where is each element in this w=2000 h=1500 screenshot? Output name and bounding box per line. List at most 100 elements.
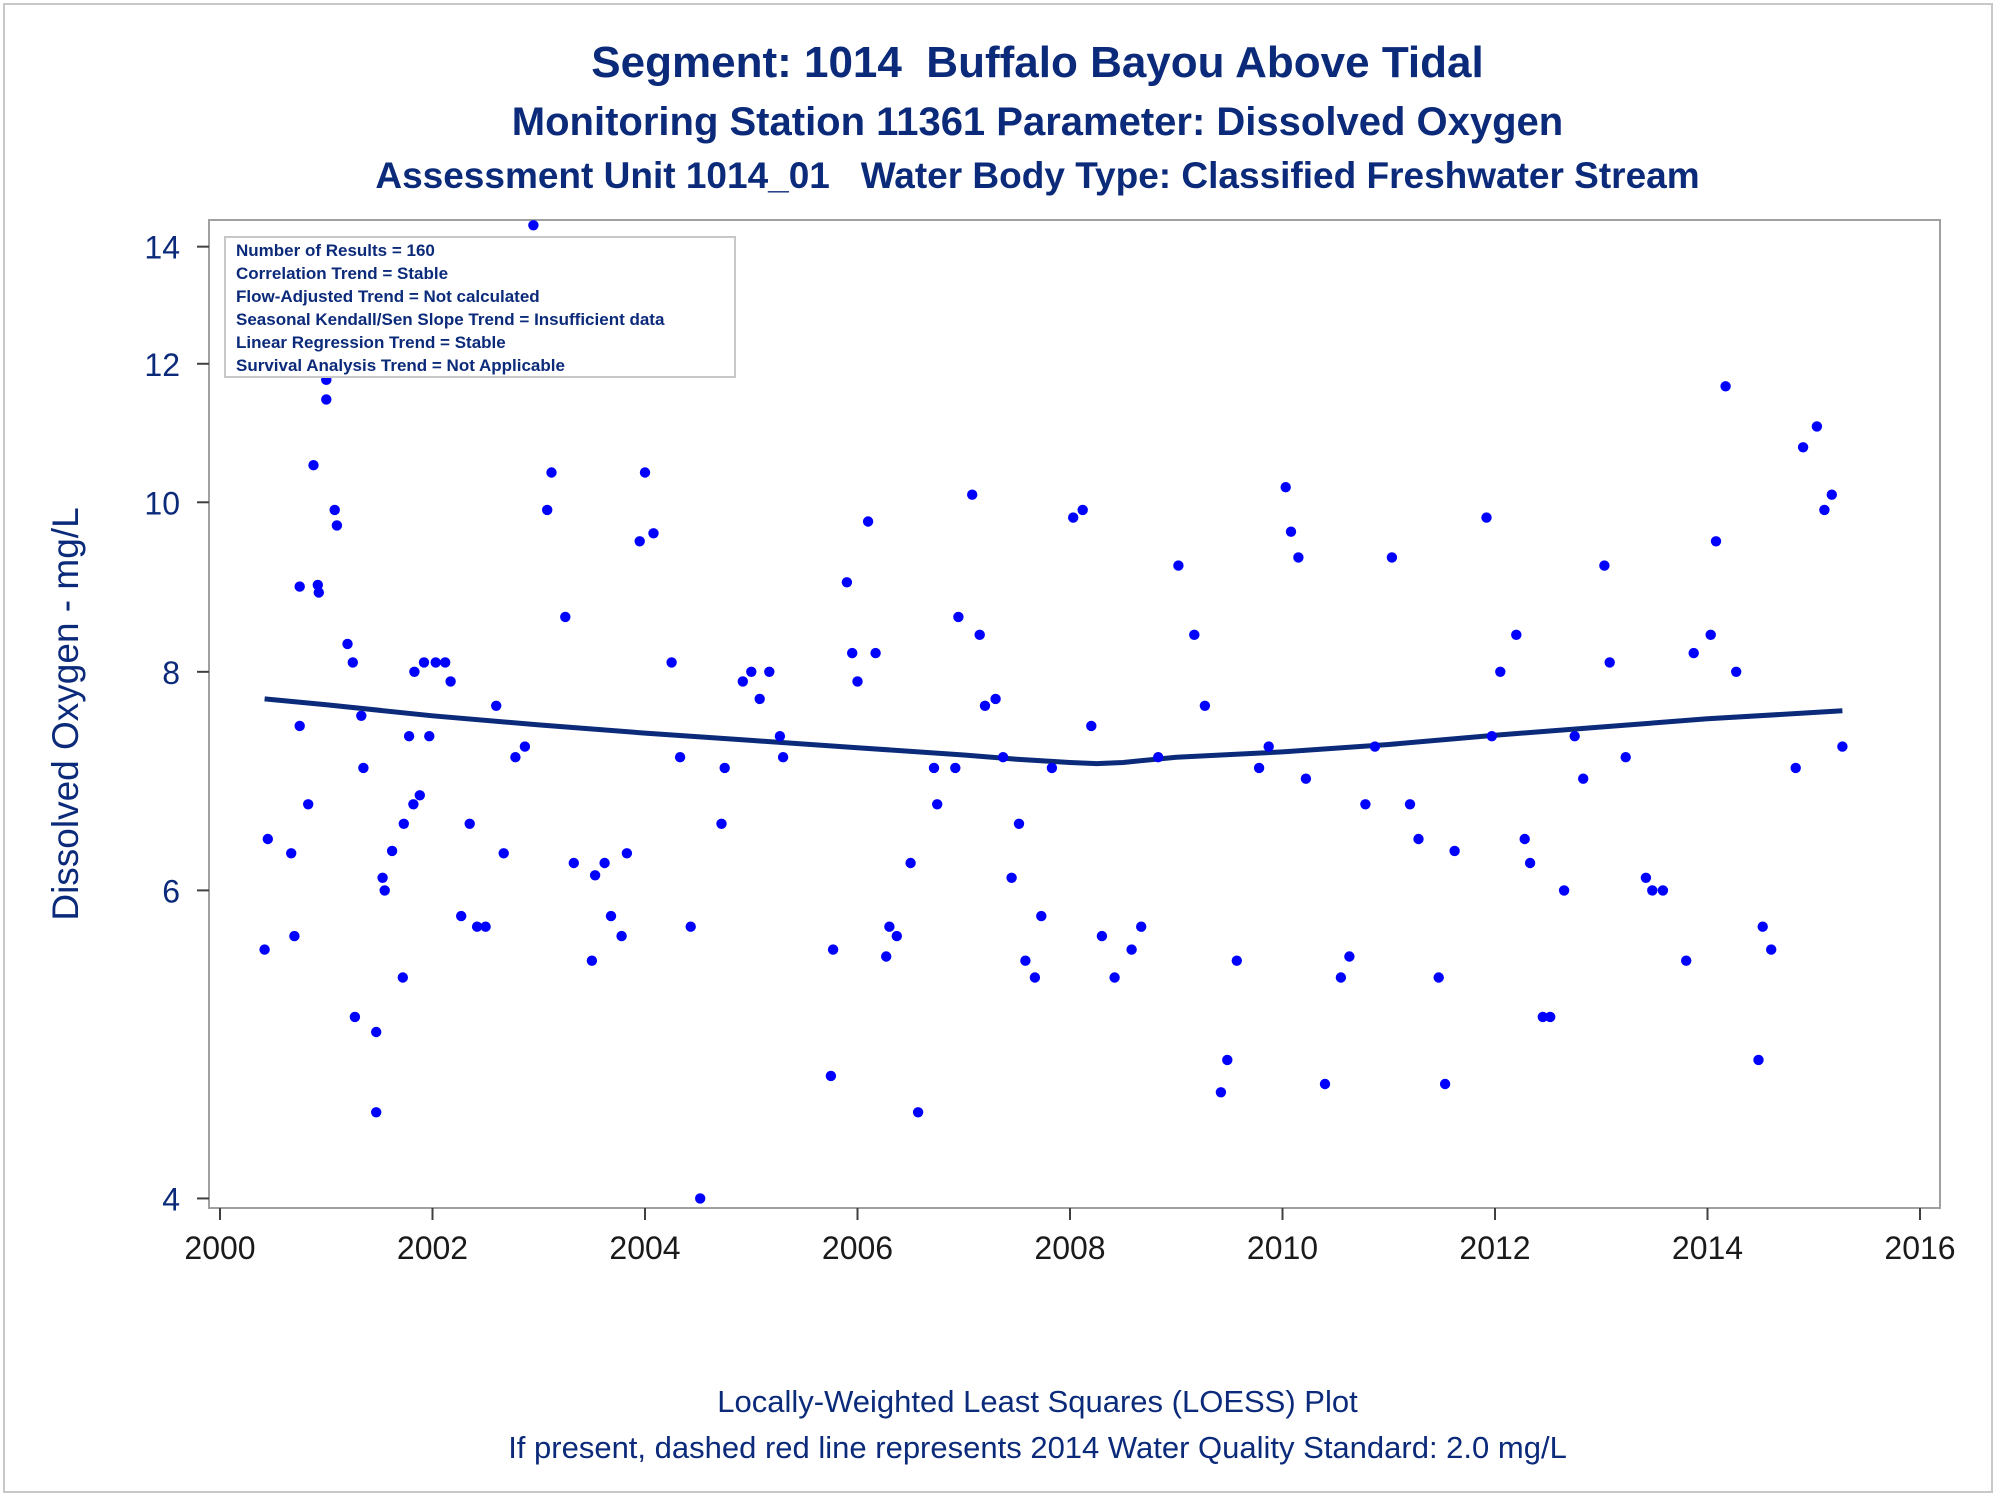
data-point bbox=[719, 762, 730, 774]
data-point bbox=[347, 657, 358, 668]
y-tick-label: 10 bbox=[144, 485, 180, 521]
data-point bbox=[997, 752, 1009, 763]
x-tick-label: 2004 bbox=[609, 1230, 680, 1266]
data-point bbox=[621, 848, 633, 859]
data-point bbox=[1797, 442, 1809, 453]
x-tick-label: 2006 bbox=[822, 1230, 893, 1266]
data-point bbox=[510, 752, 521, 763]
info-box-frame bbox=[224, 236, 736, 378]
data-point bbox=[827, 944, 839, 955]
data-point bbox=[1263, 741, 1274, 752]
data-point bbox=[313, 587, 324, 598]
x-tick-label: 2010 bbox=[1247, 1230, 1318, 1266]
data-point bbox=[1006, 872, 1017, 883]
data-point bbox=[358, 762, 369, 774]
data-point bbox=[1253, 762, 1265, 774]
data-point bbox=[1136, 921, 1147, 932]
data-point bbox=[1599, 560, 1610, 571]
data-point bbox=[519, 741, 531, 752]
data-point bbox=[329, 504, 340, 516]
data-point bbox=[1519, 833, 1530, 845]
data-point bbox=[542, 504, 553, 516]
data-point bbox=[1189, 629, 1200, 640]
data-point bbox=[1369, 741, 1381, 752]
data-point bbox=[289, 930, 300, 942]
x-tick-label: 2000 bbox=[184, 1230, 255, 1266]
data-point bbox=[262, 833, 273, 845]
y-tick-label: 12 bbox=[144, 347, 180, 383]
data-point bbox=[605, 910, 617, 922]
data-point bbox=[430, 657, 441, 668]
data-point bbox=[1199, 700, 1211, 711]
info-box: Number of Results = 160 Correlation Tren… bbox=[224, 236, 736, 378]
data-point bbox=[1731, 666, 1742, 677]
data-point bbox=[1449, 845, 1460, 857]
data-point bbox=[695, 1193, 706, 1204]
data-point bbox=[471, 921, 483, 932]
data-point bbox=[1413, 833, 1424, 845]
info-line: Seasonal Kendall/Sen Slope Trend = Insuf… bbox=[236, 310, 665, 329]
data-point bbox=[1109, 972, 1120, 983]
data-point bbox=[777, 752, 789, 763]
data-point bbox=[568, 857, 579, 869]
data-point bbox=[1647, 885, 1658, 896]
data-point bbox=[586, 955, 598, 966]
data-point bbox=[1013, 818, 1025, 829]
x-tick-label: 2016 bbox=[1884, 1230, 1955, 1266]
data-point bbox=[1293, 552, 1304, 563]
data-point bbox=[491, 700, 502, 711]
outer-frame bbox=[3, 3, 1993, 1493]
data-point bbox=[1319, 1078, 1331, 1090]
data-point bbox=[1688, 647, 1699, 659]
y-tick-label: 8 bbox=[162, 655, 180, 691]
data-point bbox=[1077, 504, 1088, 516]
data-point bbox=[974, 629, 985, 640]
data-point bbox=[616, 930, 627, 942]
data-point bbox=[634, 536, 645, 547]
data-point bbox=[1640, 872, 1652, 883]
data-point bbox=[294, 720, 305, 732]
x-tick-label: 2014 bbox=[1672, 1230, 1743, 1266]
data-point bbox=[403, 731, 415, 742]
data-point bbox=[881, 951, 892, 962]
data-point bbox=[1710, 536, 1722, 547]
data-point bbox=[1681, 955, 1692, 966]
data-point bbox=[1537, 1011, 1549, 1023]
data-point bbox=[884, 921, 895, 932]
data-point bbox=[303, 799, 314, 810]
data-point bbox=[1029, 972, 1041, 983]
data-point bbox=[440, 657, 451, 668]
data-point bbox=[1569, 731, 1580, 742]
data-point bbox=[408, 799, 419, 810]
data-point bbox=[498, 848, 509, 859]
data-point bbox=[589, 870, 601, 881]
data-point bbox=[371, 1026, 382, 1038]
data-point bbox=[1285, 526, 1297, 537]
data-point bbox=[356, 710, 367, 721]
y-axis-label: Dissolved Oxygen - mg/L bbox=[45, 507, 86, 920]
data-point bbox=[1766, 944, 1777, 955]
data-point bbox=[1280, 482, 1291, 493]
data-point bbox=[841, 577, 853, 588]
data-point bbox=[1790, 762, 1801, 774]
data-point bbox=[398, 818, 409, 829]
axes: 2000 2002 2004 2006 2008 2010 2012 2014 2016 4 6 8 1… bbox=[144, 230, 1955, 1266]
x-tick-label: 2008 bbox=[1034, 1230, 1105, 1266]
data-point bbox=[716, 818, 727, 829]
data-point bbox=[1620, 752, 1631, 763]
data-point bbox=[560, 611, 571, 623]
data-point bbox=[953, 611, 964, 623]
data-point bbox=[1086, 720, 1097, 732]
info-line: Number of Results = 160 bbox=[236, 241, 435, 260]
data-point bbox=[1826, 489, 1838, 500]
data-point bbox=[286, 848, 297, 859]
data-point bbox=[1036, 910, 1047, 922]
data-point bbox=[754, 693, 765, 705]
data-point bbox=[1558, 885, 1570, 896]
data-point bbox=[852, 676, 863, 687]
data-point bbox=[321, 394, 332, 405]
data-point bbox=[912, 1107, 924, 1118]
data-point bbox=[1524, 857, 1536, 869]
info-line: Survival Analysis Trend = Not Applicable bbox=[236, 356, 565, 375]
